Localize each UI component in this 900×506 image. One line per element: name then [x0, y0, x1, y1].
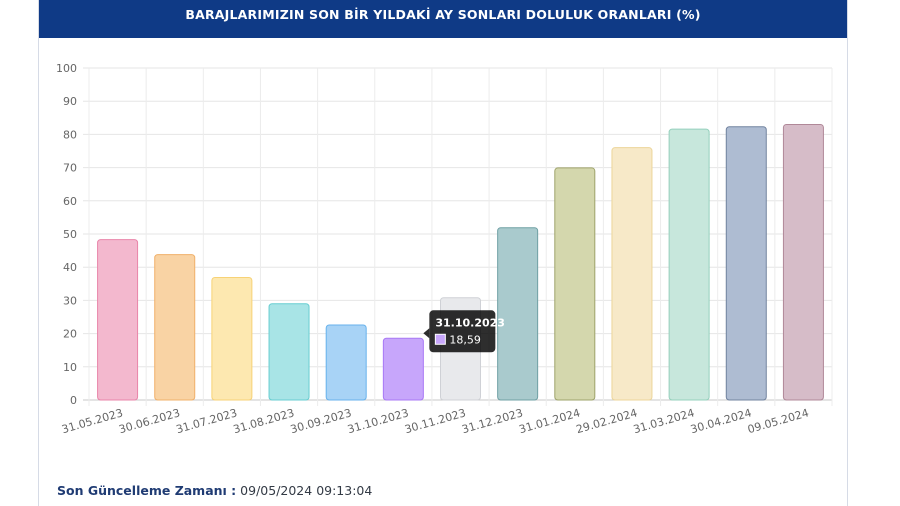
- x-tick-label: 29.02.2024: [575, 406, 639, 436]
- y-tick-label: 100: [56, 62, 77, 75]
- y-tick-label: 50: [63, 228, 77, 241]
- y-tick-label: 40: [63, 261, 77, 274]
- x-tick-label: 31.07.2023: [175, 406, 239, 436]
- x-tick-label: 09.05.2024: [746, 406, 810, 436]
- x-tick-label: 31.03.2024: [632, 406, 696, 436]
- last-update-label: Son Güncelleme Zamanı :: [57, 483, 237, 498]
- chart-card: BARAJLARIMIZIN SON BİR YILDAKİ AY SONLAR…: [38, 0, 848, 506]
- x-tick-label: 30.04.2024: [689, 406, 753, 436]
- bar-31.08.2023[interactable]: [268, 303, 310, 401]
- x-tick-label: 31.10.2023: [346, 406, 410, 436]
- tooltip-title: 31.10.2023: [435, 316, 505, 329]
- bar-31.01.2024[interactable]: [554, 167, 596, 401]
- bar-31.03.2024[interactable]: [668, 128, 710, 401]
- x-tick-label: 30.06.2023: [117, 406, 181, 436]
- y-tick-label: 90: [63, 95, 77, 108]
- y-tick-label: 30: [63, 294, 77, 307]
- bar-31.05.2023[interactable]: [97, 239, 139, 401]
- y-tick-label: 70: [63, 162, 77, 175]
- y-tick-label: 60: [63, 195, 77, 208]
- x-tick-label: 30.11.2023: [403, 406, 467, 436]
- x-tick-label: 31.12.2023: [460, 406, 524, 436]
- bar-31.10.2023[interactable]: [382, 337, 424, 401]
- x-tick-label: 30.09.2023: [289, 406, 353, 436]
- bar-chart: 0 10 20 30 40 50 60 70 80 90 100 31.05.202330.06.20…: [56, 62, 833, 436]
- y-tick-label: 0: [70, 394, 77, 407]
- x-tick-label: 31.01.2024: [518, 406, 582, 436]
- bar-30.09.2023[interactable]: [325, 324, 367, 401]
- tooltip-value: 18,59: [449, 333, 481, 346]
- tooltip-swatch: [434, 333, 446, 345]
- tooltip-caret: [423, 328, 430, 339]
- bar-30.04.2024[interactable]: [725, 126, 767, 401]
- chart-header: BARAJLARIMIZIN SON BİR YILDAKİ AY SONLAR…: [39, 0, 847, 38]
- bar-29.02.2024[interactable]: [611, 147, 653, 401]
- bar-09.05.2024[interactable]: [782, 123, 824, 401]
- x-tick-label: 31.08.2023: [232, 406, 296, 436]
- bar-30.06.2023[interactable]: [154, 254, 196, 401]
- y-tick-label: 80: [63, 128, 77, 141]
- y-tick-label: 10: [63, 361, 77, 374]
- last-update: Son Güncelleme Zamanı : 09/05/2024 09:13…: [57, 483, 372, 498]
- last-update-value: 09/05/2024 09:13:04: [240, 483, 373, 498]
- x-tick-label: 31.05.2023: [60, 406, 124, 436]
- bar-31.07.2023[interactable]: [211, 276, 253, 401]
- bar-31.12.2023[interactable]: [497, 227, 539, 401]
- y-tick-label: 20: [63, 328, 77, 341]
